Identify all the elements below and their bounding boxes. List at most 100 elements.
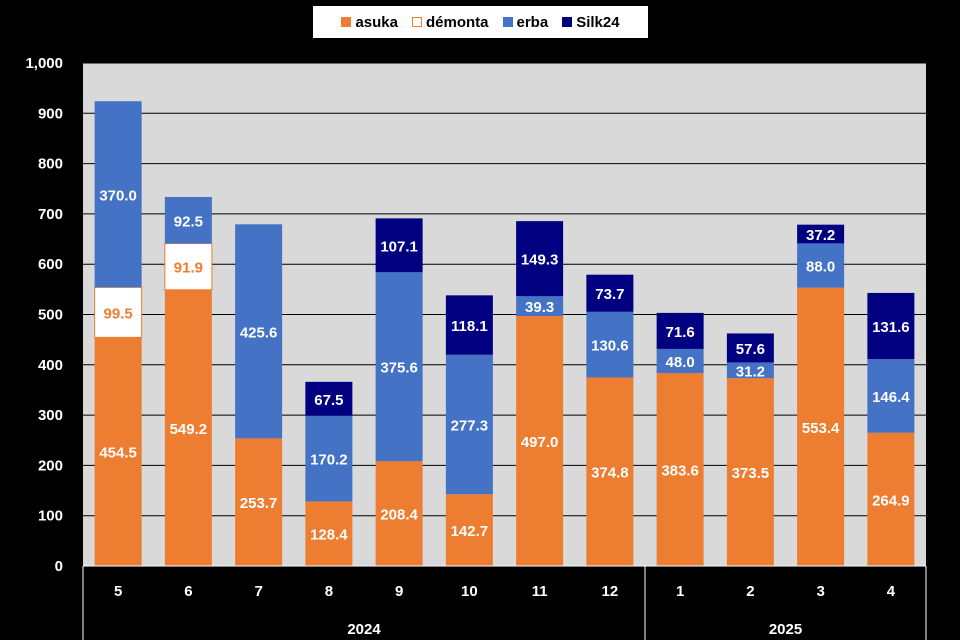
data-label: 91.9 [174, 260, 203, 277]
bar-segment-asuka [235, 438, 283, 566]
data-label: 88.0 [806, 259, 835, 276]
y-tick-label: 800 [38, 156, 63, 173]
bar-segment-erba [586, 311, 634, 378]
x-tick-label: 3 [816, 583, 824, 600]
bar-segment-silk24 [656, 312, 704, 349]
x-tick-label: 4 [887, 583, 896, 600]
data-label: 373.5 [732, 465, 770, 482]
bar-segment-asuka [867, 432, 915, 566]
bar-segment-erba [445, 354, 493, 495]
bar-segment-asuka [516, 316, 564, 566]
x-tick-label: 9 [395, 583, 403, 600]
bar-segment-erba [164, 196, 212, 244]
bar-segment-erba [726, 362, 774, 379]
y-tick-label: 0 [55, 558, 63, 575]
x-group-label: 2025 [769, 621, 802, 638]
bar-segment-dmonta [94, 286, 143, 338]
bar-segment-silk24 [445, 295, 493, 355]
bar-segment-asuka [94, 337, 142, 566]
data-label: 57.6 [736, 341, 765, 358]
bar-segment-asuka [164, 289, 212, 566]
data-label: 142.7 [451, 523, 489, 540]
data-label: 370.0 [99, 187, 137, 204]
x-group-label: 2024 [347, 621, 381, 638]
bar-segment-erba [516, 296, 564, 317]
bar-segment-asuka [726, 378, 774, 566]
bar-segment-silk24 [305, 381, 353, 416]
legend-item-asuka: asuka [341, 14, 398, 31]
data-label: 71.6 [666, 324, 695, 341]
legend-label: Silk24 [576, 13, 620, 31]
y-tick-label: 600 [38, 256, 63, 273]
data-label: 37.2 [806, 227, 835, 244]
y-tick-label: 1,000 [25, 55, 63, 72]
y-tick-label: 100 [38, 508, 63, 525]
bar-segment-silk24 [797, 224, 845, 244]
bar-segment-asuka [305, 501, 353, 566]
x-tick-label: 10 [461, 583, 478, 600]
data-label: 39.3 [525, 299, 554, 316]
data-label: 118.1 [451, 318, 488, 335]
bar-segment-asuka [445, 494, 493, 566]
data-label: 264.9 [872, 492, 910, 509]
bar-segment-erba [375, 272, 423, 462]
legend-swatch-demonta [411, 17, 422, 27]
y-tick-label: 900 [38, 105, 63, 122]
x-tick-label: 1 [676, 583, 684, 600]
bar-segment-asuka [656, 373, 704, 566]
legend-item-silk24: Silk24 [562, 13, 620, 31]
data-label: 170.2 [310, 452, 348, 469]
data-label: 48.0 [666, 354, 695, 371]
bar-segment-erba [797, 243, 845, 288]
bar-segment-silk24 [516, 221, 564, 297]
data-label: 549.2 [170, 421, 208, 438]
x-tick-label: 12 [602, 583, 619, 600]
bar-segment-erba [656, 348, 704, 374]
data-label: 67.5 [314, 392, 343, 409]
data-label: 375.6 [380, 360, 418, 377]
bar-segment-silk24 [375, 218, 423, 273]
legend-item-erba: erba [502, 13, 549, 31]
data-label: 146.4 [872, 389, 910, 406]
x-tick-label: 7 [254, 583, 262, 600]
bar-segment-erba [867, 359, 915, 433]
legend-swatch-silk24 [562, 17, 573, 27]
chart-legend: asuka démonta erba Silk24 [313, 6, 648, 38]
data-label: 31.2 [736, 363, 765, 380]
y-tick-label: 200 [38, 457, 63, 474]
bar-segment-erba [94, 101, 142, 288]
data-label: 208.4 [380, 507, 418, 524]
data-label: 497.0 [521, 434, 559, 451]
bar-segment-silk24 [586, 274, 634, 312]
data-label: 454.5 [99, 445, 137, 462]
bar-segment-silk24 [726, 333, 774, 363]
data-label: 553.4 [802, 420, 840, 437]
bar-segment-asuka [586, 377, 634, 566]
y-tick-label: 700 [38, 206, 63, 223]
data-label: 253.7 [240, 495, 278, 512]
data-label: 425.6 [240, 324, 278, 341]
x-tick-label: 2 [746, 583, 754, 600]
data-label: 149.3 [521, 252, 559, 269]
x-tick-label: 5 [114, 583, 122, 600]
data-label: 383.6 [661, 463, 699, 480]
x-tick-label: 6 [184, 583, 192, 600]
data-label: 107.1 [380, 238, 418, 255]
data-label: 92.5 [174, 213, 203, 230]
data-label: 131.6 [872, 319, 910, 336]
y-tick-label: 500 [38, 307, 63, 324]
bar-segment-erba [305, 415, 353, 502]
legend-label: erba [516, 13, 549, 31]
data-label: 130.6 [591, 338, 629, 355]
legend-label: asuka [355, 13, 398, 31]
x-tick-label: 11 [532, 583, 548, 600]
y-tick-label: 400 [38, 357, 63, 374]
y-tick-label: 300 [38, 407, 63, 424]
bar-segment-dmonta [164, 243, 213, 291]
data-label: 374.8 [591, 465, 629, 482]
bar-segment-asuka [797, 287, 845, 566]
bar-segment-erba [235, 224, 283, 439]
bar-segment-asuka [375, 461, 423, 566]
data-label: 99.5 [104, 305, 133, 322]
